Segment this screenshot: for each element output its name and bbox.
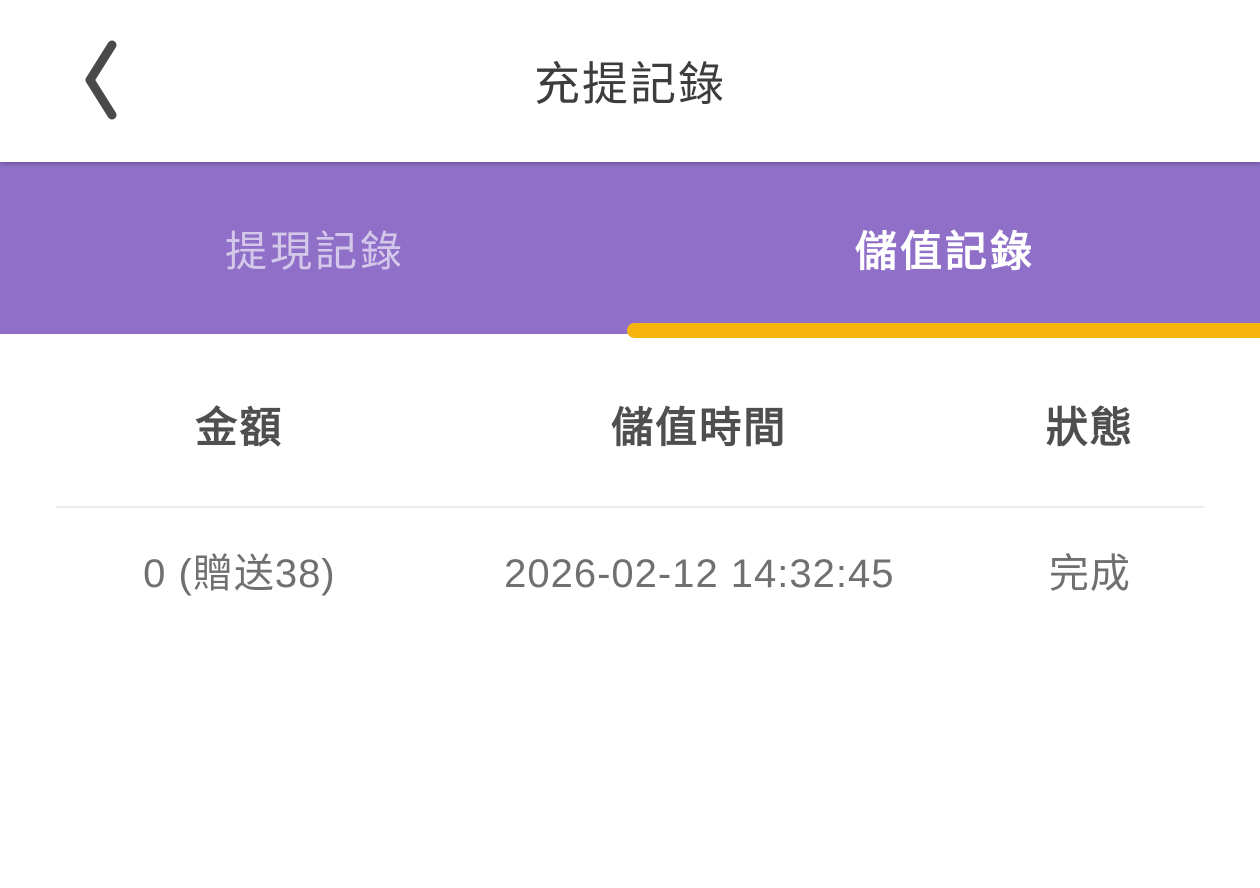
chevron-left-icon (81, 38, 121, 125)
active-tab-indicator (627, 323, 1260, 338)
tab-deposit-records[interactable]: 儲值記錄 (630, 162, 1260, 334)
column-header-status: 狀態 (1045, 404, 1134, 451)
cell-deposit-time: 2026-02-12 14:32:45 (504, 552, 895, 596)
records-table: 金額 儲值時間 狀態 0 (贈送38) 2026-02-12 14:32:45 … (0, 334, 1260, 602)
cell-amount: 0 (贈送38) (143, 552, 336, 596)
table-header-row: 金額 儲值時間 狀態 (0, 334, 1260, 456)
tab-withdraw-label: 提現記錄 (224, 227, 405, 275)
tab-deposit-label: 儲值記錄 (854, 227, 1035, 275)
table-row: 0 (贈送38) 2026-02-12 14:32:45 完成 (0, 508, 1260, 602)
page-title: 充提記錄 (534, 58, 726, 110)
column-header-deposit-time: 儲值時間 (611, 404, 788, 451)
cell-status: 完成 (1048, 552, 1131, 596)
column-header-amount: 金額 (195, 404, 284, 451)
header-divider (56, 506, 1204, 508)
back-button[interactable] (66, 33, 136, 129)
tab-withdraw-records[interactable]: 提現記錄 (0, 162, 630, 334)
tab-bar: 提現記錄 儲值記錄 (0, 162, 1260, 338)
app-bar: 充提記錄 (0, 0, 1260, 162)
